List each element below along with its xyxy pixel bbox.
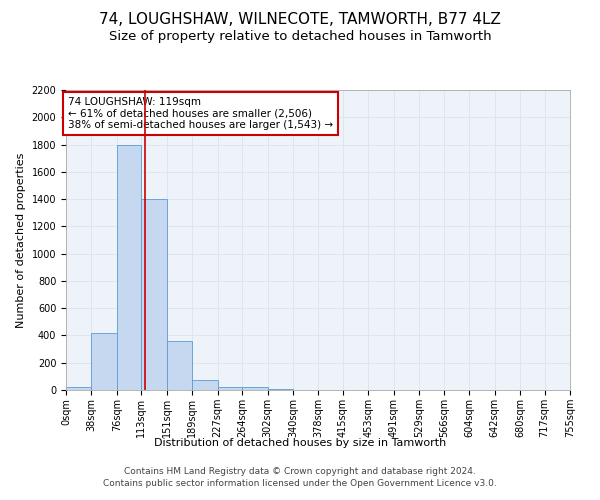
Bar xyxy=(91,332,117,390)
Text: 74 LOUGHSHAW: 119sqm
← 61% of detached houses are smaller (2,506)
38% of semi-de: 74 LOUGHSHAW: 119sqm ← 61% of detached h… xyxy=(68,97,333,130)
Text: Distribution of detached houses by size in Tamworth: Distribution of detached houses by size … xyxy=(154,438,446,448)
Text: Size of property relative to detached houses in Tamworth: Size of property relative to detached ho… xyxy=(109,30,491,43)
Bar xyxy=(218,386,242,390)
Bar xyxy=(142,199,167,390)
Text: Contains HM Land Registry data © Crown copyright and database right 2024.
Contai: Contains HM Land Registry data © Crown c… xyxy=(103,466,497,487)
Text: 74, LOUGHSHAW, WILNECOTE, TAMWORTH, B77 4LZ: 74, LOUGHSHAW, WILNECOTE, TAMWORTH, B77 … xyxy=(99,12,501,28)
Bar xyxy=(117,144,142,390)
Bar xyxy=(242,388,268,390)
Y-axis label: Number of detached properties: Number of detached properties xyxy=(16,152,26,328)
Bar xyxy=(192,380,218,390)
Bar xyxy=(66,388,91,390)
Bar xyxy=(167,341,192,390)
